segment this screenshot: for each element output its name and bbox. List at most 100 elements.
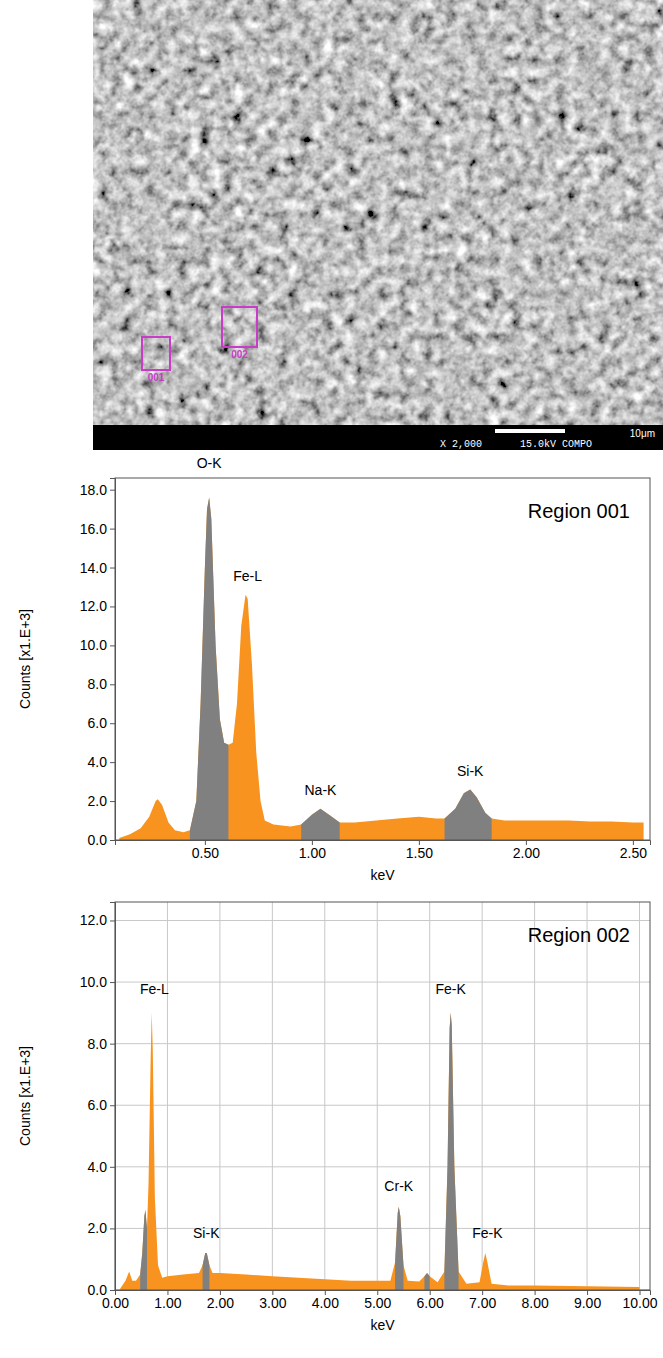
- peak-label: Na-K: [304, 782, 337, 798]
- tick: 4.00: [312, 1290, 339, 1311]
- plot-background: [115, 478, 650, 840]
- tick-label: 8.0: [88, 1036, 108, 1052]
- tick: 0.0: [88, 832, 115, 848]
- tick-mark: [110, 490, 115, 491]
- tick: 18.0: [80, 482, 115, 498]
- y-axis: 0.0 2.0 4.0 6.0 8.0 10.0 12.0: [80, 903, 116, 1298]
- peak-label: Si-K: [457, 763, 484, 779]
- tick-label: 18.0: [80, 482, 107, 498]
- plot-frame: [115, 902, 650, 1290]
- spectrum-area: [190, 497, 492, 840]
- tick-label: 0.50: [192, 845, 219, 861]
- tick: 9.00: [574, 1290, 601, 1311]
- tick: 1.00: [299, 840, 326, 861]
- tick: 0.50: [192, 840, 219, 861]
- conditions: 15.0kV COMPO: [520, 439, 592, 450]
- tick: 2.00: [513, 840, 540, 861]
- peak-label: Fe-K: [472, 1225, 503, 1241]
- tick-label: 4.0: [88, 754, 108, 770]
- tick-mark: [110, 529, 115, 530]
- y-axis: 0.0 2.0 4.0 6.0 8.0 10.0 12.0 14.0 16.0 18.0: [80, 479, 116, 848]
- tick-label: 4.0: [88, 1159, 108, 1175]
- tick-mark: [110, 801, 115, 802]
- tick-label: 2.0: [88, 793, 108, 809]
- tick-label: 6.0: [88, 715, 108, 731]
- tick-mark: [110, 606, 115, 607]
- x-axis: 0.501.001.502.002.50: [116, 840, 651, 861]
- spectrum-panel: 0.501.001.502.002.500.02.04.06.08.010.01…: [17, 455, 651, 883]
- tick-mark: [110, 840, 115, 841]
- grid-line: [115, 1166, 650, 1167]
- tick: 16.0: [80, 521, 115, 537]
- tick-label: 6.00: [417, 1295, 444, 1311]
- tick: 10.00: [622, 1290, 657, 1311]
- tick: 10.0: [80, 974, 115, 990]
- grid-line: [115, 982, 650, 983]
- tick: 14.0: [80, 560, 115, 576]
- magnification: X 2,000: [440, 439, 482, 450]
- x-axis-title: keV: [370, 867, 395, 883]
- tick: 4.0: [88, 1159, 115, 1175]
- tick-label: 0.0: [88, 1282, 108, 1298]
- tick: 2.0: [88, 793, 115, 809]
- spectrum-area: [140, 1013, 458, 1290]
- region-label: 001: [148, 372, 165, 383]
- grid-line: [587, 902, 588, 1290]
- tick: 8.0: [88, 1036, 115, 1052]
- grid: [115, 902, 650, 1290]
- tick: 7.00: [469, 1290, 496, 1311]
- tick: 6.0: [88, 1097, 115, 1113]
- tick: 12.0: [80, 598, 115, 614]
- tick-label: 6.0: [88, 1097, 108, 1113]
- y-axis-title: Counts [x1.E+3]: [17, 1046, 33, 1146]
- micrograph-ground: [93, 0, 663, 425]
- tick-label: 1.50: [406, 845, 433, 861]
- tick-label: 10.0: [80, 974, 107, 990]
- grid-line: [272, 902, 273, 1290]
- spectrum-area: [120, 1013, 639, 1290]
- peak-label: Si-K: [193, 1225, 220, 1241]
- tick: 1.50: [406, 840, 433, 861]
- tick: 5.00: [364, 1290, 391, 1311]
- scale-bar: [495, 429, 565, 433]
- scale-bar-label: 10μm: [630, 428, 655, 439]
- tick-label: 3.00: [259, 1295, 286, 1311]
- tick: 1.00: [154, 1290, 181, 1311]
- tick-label: 8.00: [521, 1295, 548, 1311]
- tick: 12.0: [80, 912, 115, 928]
- tick-mark: [110, 645, 115, 646]
- peak-label: Fe-L: [140, 981, 169, 997]
- tick-label: 16.0: [80, 521, 107, 537]
- x-axis-title: keV: [370, 1317, 395, 1333]
- tick-label: 9.00: [574, 1295, 601, 1311]
- micrograph-texture: [93, 0, 663, 425]
- tick: 3.00: [259, 1290, 286, 1311]
- tick-label: 2.00: [513, 845, 540, 861]
- tick: 4.0: [88, 754, 115, 770]
- spectrum-data: [120, 1013, 639, 1290]
- tick: 10.0: [80, 637, 115, 653]
- info-bar: [93, 425, 663, 450]
- grid-line: [377, 902, 378, 1290]
- grid-line: [429, 902, 430, 1290]
- grid-line: [115, 1043, 650, 1044]
- y-axis-title: Counts [x1.E+3]: [17, 609, 33, 709]
- tick: 6.00: [417, 1290, 444, 1311]
- region-box: [222, 307, 257, 347]
- tick-mark: [110, 1167, 115, 1168]
- grid-line: [115, 1105, 650, 1106]
- plot-frame: [115, 478, 650, 840]
- region-box: [142, 337, 170, 370]
- chart-title: Region 001: [528, 500, 630, 522]
- tick-mark: [110, 684, 115, 685]
- spectrum-area: [119, 497, 643, 840]
- tick-label: 2.0: [88, 1220, 108, 1236]
- tick-label: 5.00: [364, 1295, 391, 1311]
- tick-mark: [110, 1290, 115, 1291]
- tick-mark: [110, 1228, 115, 1229]
- tick: 8.0: [88, 676, 115, 692]
- tick-label: 8.0: [88, 676, 108, 692]
- tick-mark: [110, 1105, 115, 1106]
- grid-line: [639, 902, 640, 1290]
- plot-background: [115, 902, 650, 1290]
